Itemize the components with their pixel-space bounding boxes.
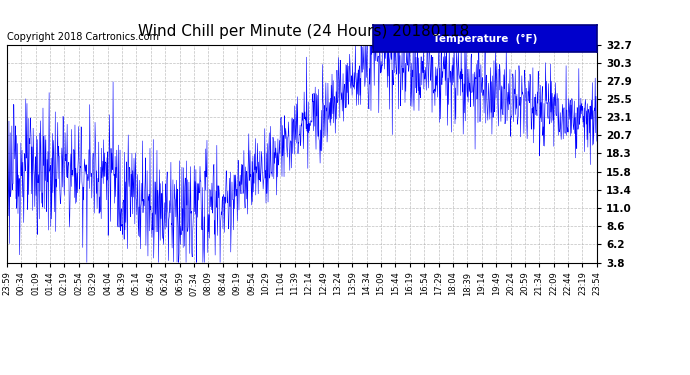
Text: Wind Chill per Minute (24 Hours) 20180118: Wind Chill per Minute (24 Hours) 2018011… [138,24,469,39]
Text: Copyright 2018 Cartronics.com: Copyright 2018 Cartronics.com [7,32,159,42]
